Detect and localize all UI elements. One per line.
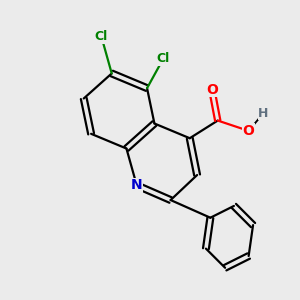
Text: O: O <box>206 82 218 97</box>
Text: N: N <box>131 178 142 192</box>
Text: Cl: Cl <box>95 30 108 43</box>
Text: O: O <box>243 124 255 138</box>
Text: Cl: Cl <box>157 52 170 65</box>
Text: H: H <box>258 107 268 120</box>
